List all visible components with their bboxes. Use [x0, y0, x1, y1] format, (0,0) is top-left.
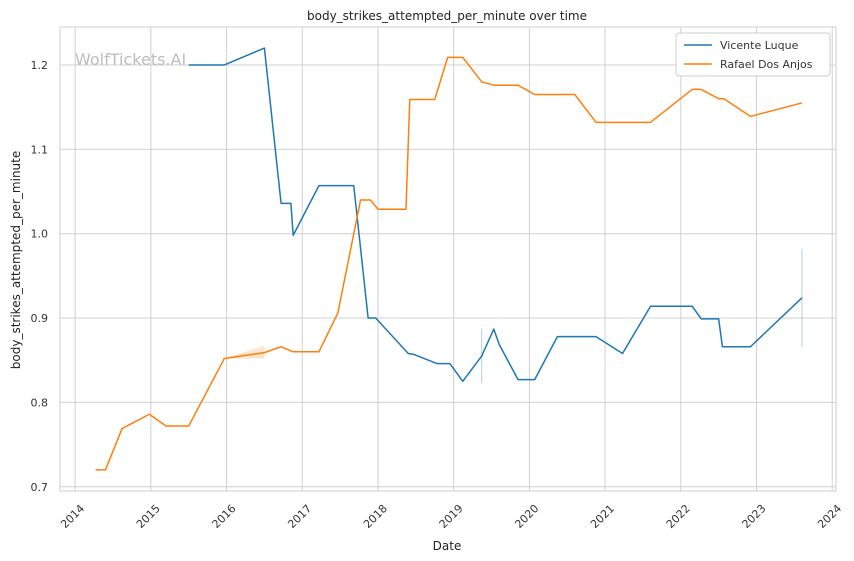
- x-tick-labels: 2014 2015 2016 2017 2018 2019 2020 2021 2022 2023…: [58, 502, 844, 531]
- grid: [60, 27, 836, 491]
- legend-box: [675, 32, 831, 77]
- x-axis-label: Date: [433, 539, 462, 553]
- y-tick-label: 1.2: [31, 59, 49, 72]
- x-tick-label: 2021: [588, 502, 617, 531]
- x-tick-label: 2018: [361, 502, 390, 531]
- legend-label-rafael-dos-anjos: Rafael Dos Anjos: [720, 58, 813, 71]
- x-tick-label: 2014: [58, 502, 87, 531]
- y-tick-label: 0.9: [31, 312, 49, 325]
- legend: Vicente Luque Rafael Dos Anjos: [675, 32, 831, 77]
- x-tick-label: 2016: [210, 502, 239, 531]
- y-tick-labels: 0.7 0.8 0.9 1.0 1.1 1.2: [31, 59, 49, 494]
- watermark: WolfTickets.AI: [75, 50, 186, 69]
- y-tick-label: 1.1: [31, 143, 49, 156]
- series-line-vicente-luque: [188, 47, 803, 383]
- x-tick-label: 2015: [134, 502, 163, 531]
- y-tick-label: 0.8: [31, 396, 49, 409]
- x-tick-label: 2017: [285, 502, 314, 531]
- confidence-band-rafael-dos-anjos: [224, 345, 265, 359]
- confidence-bands: [224, 345, 265, 359]
- x-tick-label: 2024: [815, 502, 844, 531]
- x-tick-label: 2019: [437, 502, 466, 531]
- plot-area: [59, 26, 837, 492]
- x-tick-label: 2022: [664, 502, 693, 531]
- y-tick-label: 0.7: [31, 481, 49, 494]
- x-tick-label: 2023: [740, 502, 769, 531]
- x-tick-label: 2020: [512, 502, 541, 531]
- series-lines: [95, 47, 803, 471]
- chart-title: body_strikes_attempted_per_minute over t…: [307, 9, 587, 23]
- y-tick-label: 1.0: [31, 228, 49, 241]
- legend-label-vicente-luque: Vicente Luque: [720, 39, 799, 52]
- y-axis-label: body_strikes_attempted_per_minute: [9, 151, 23, 369]
- series-line-rafael-dos-anjos: [95, 56, 803, 471]
